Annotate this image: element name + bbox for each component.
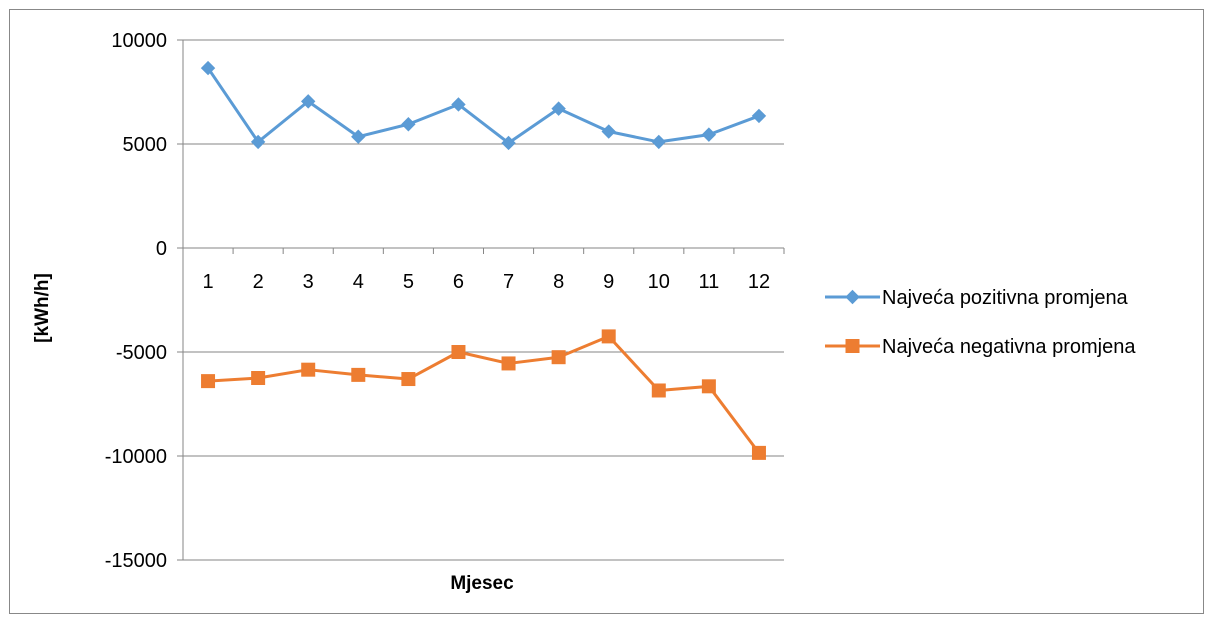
x-tick-label: 9 [603,271,614,293]
data-point-diamond [551,101,566,116]
data-point-diamond [501,135,516,151]
data-point-square [451,345,466,359]
legend-label: Najveća negativna promjena [882,336,1136,358]
data-point-square [751,445,766,460]
x-tick-label: 4 [353,271,364,293]
y-tick-label: -10000 [105,446,167,468]
x-tick-label: 12 [748,271,770,293]
data-point-diamond [301,94,316,109]
x-axis-title: Mjesec [450,573,514,594]
data-point-diamond [250,134,266,150]
data-point-square [845,339,860,353]
y-tick-label: 10000 [111,30,167,52]
x-tick-label: 6 [453,271,464,293]
x-tick-label: 2 [253,271,264,293]
series-line [206,67,760,145]
gridlines [183,39,784,561]
data-point-square [701,379,716,394]
series-1 [200,60,767,151]
x-tick-label: 8 [553,271,564,293]
chart-frame [9,9,1204,614]
data-point-diamond [451,97,466,112]
data-point-square [601,329,616,344]
legend-entry: Najveća negativna promjena [825,336,1136,358]
axes [177,39,785,561]
x-tick-label: 7 [503,271,514,293]
data-point-square [301,362,316,377]
x-tick-label: 11 [698,271,719,293]
legend-entry: Najveća pozitivna promjena [825,287,1129,309]
data-point-square [401,372,416,387]
x-tick-label: 10 [648,271,670,293]
y-tick-labels: 10000 5000 0 -5000 -10000 -15000 [105,30,167,572]
y-tick-label: 0 [156,238,167,260]
x-tick-label: 5 [403,271,414,293]
data-point-diamond [701,127,717,142]
series [200,60,767,460]
data-point-diamond [351,129,366,144]
y-axis-title: [kWh/h] [32,273,53,343]
y-tick-label: 5000 [123,134,168,156]
data-point-diamond [200,60,216,76]
data-point-square [351,367,366,382]
series-2 [201,329,766,460]
data-point-square [501,356,516,371]
data-point-diamond [401,117,416,132]
x-tick-labels: 1 2 3 4 5 6 7 8 9 10 11 12 [202,271,770,293]
y-tick-label: -5000 [116,342,167,364]
data-point-diamond [845,289,860,305]
legend: Najveća pozitivna promjena Najveća negati… [825,287,1136,358]
data-point-square [251,371,266,385]
data-point-diamond [601,124,616,139]
legend-label: Najveća pozitivna promjena [882,287,1129,309]
y-tick-label: -15000 [105,550,167,572]
data-point-diamond [651,134,666,150]
data-point-diamond [751,108,767,124]
data-point-square [651,383,666,398]
data-point-square [201,374,216,389]
series-line [207,334,761,454]
x-tick-label: 3 [303,271,314,293]
data-point-square [551,350,566,365]
x-tick-label: 1 [202,271,213,293]
